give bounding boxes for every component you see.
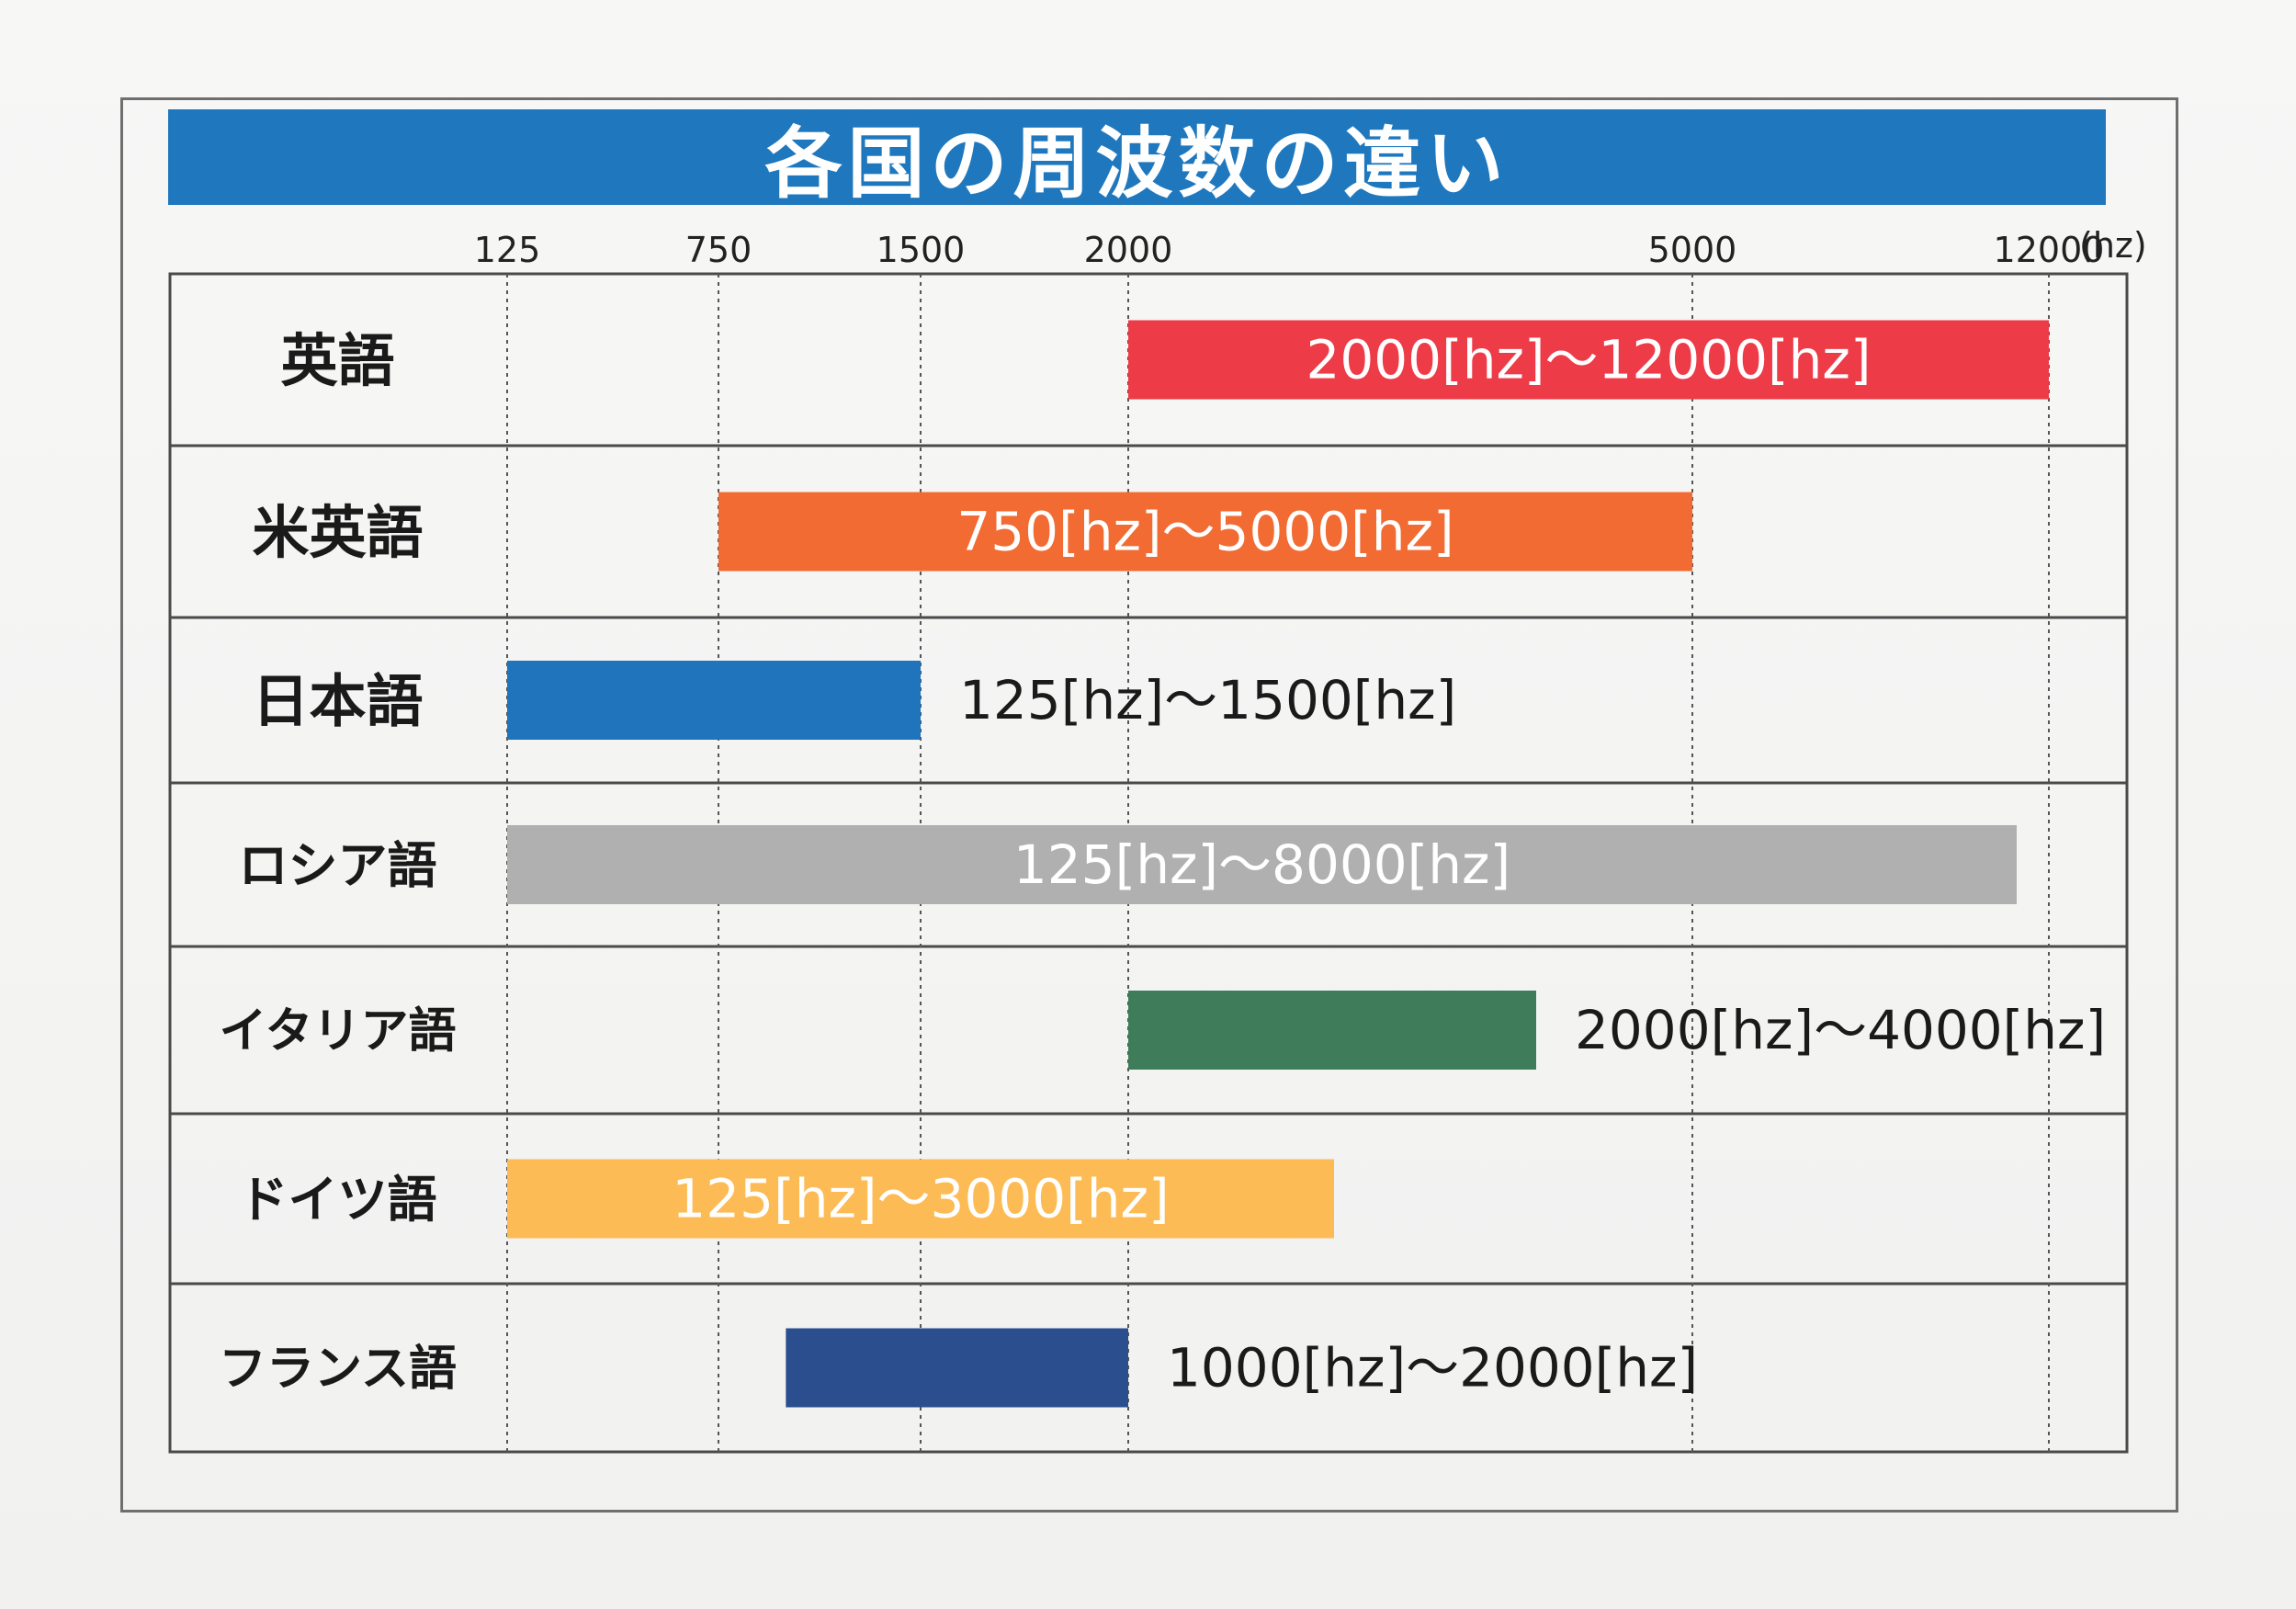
language-label: フランス語 (219, 1342, 457, 1397)
x-unit-label: (hz) (2079, 225, 2147, 266)
language-label: ドイツ語 (239, 1171, 437, 1229)
range-bar (507, 661, 921, 740)
table-border (168, 272, 2129, 1454)
range-label: 2000[hz]〜4000[hz] (1575, 999, 2106, 1061)
language-label: 日本語 (252, 667, 423, 734)
chart-frame (120, 97, 2178, 1513)
range-label: 125[hz]〜8000[hz] (1013, 833, 1510, 896)
language-label: 米英語 (252, 499, 423, 566)
x-tick-label: 12000 (1994, 230, 2105, 270)
language-label: 英語 (280, 327, 394, 394)
chart-title: 各国の周波数の違い (764, 118, 1510, 209)
range-label: 125[hz]〜1500[hz] (959, 669, 1456, 731)
title-bar: 各国の周波数の違い (168, 109, 2106, 209)
range-bar (507, 825, 2017, 904)
x-tick-label: 1500 (877, 230, 966, 270)
language-label: イタリア語 (220, 1004, 457, 1059)
range-label: 750[hz]〜5000[hz] (956, 501, 1453, 563)
range-label: 125[hz]〜3000[hz] (672, 1168, 1169, 1230)
x-tick-label: 2000 (1084, 230, 1173, 270)
range-bar (718, 492, 1692, 572)
range-bar (507, 1159, 1334, 1239)
range-bar (786, 1328, 1128, 1408)
range-bar (1128, 320, 2049, 400)
x-tick-label: 125 (474, 230, 541, 270)
x-tick-label: 5000 (1648, 230, 1737, 270)
language-label: ロシア語 (239, 836, 437, 894)
range-label: 1000[hz]〜2000[hz] (1167, 1337, 1698, 1399)
range-label: 2000[hz]〜12000[hz] (1306, 329, 1871, 391)
range-bar (1128, 991, 1536, 1070)
x-tick-label: 750 (685, 230, 752, 270)
